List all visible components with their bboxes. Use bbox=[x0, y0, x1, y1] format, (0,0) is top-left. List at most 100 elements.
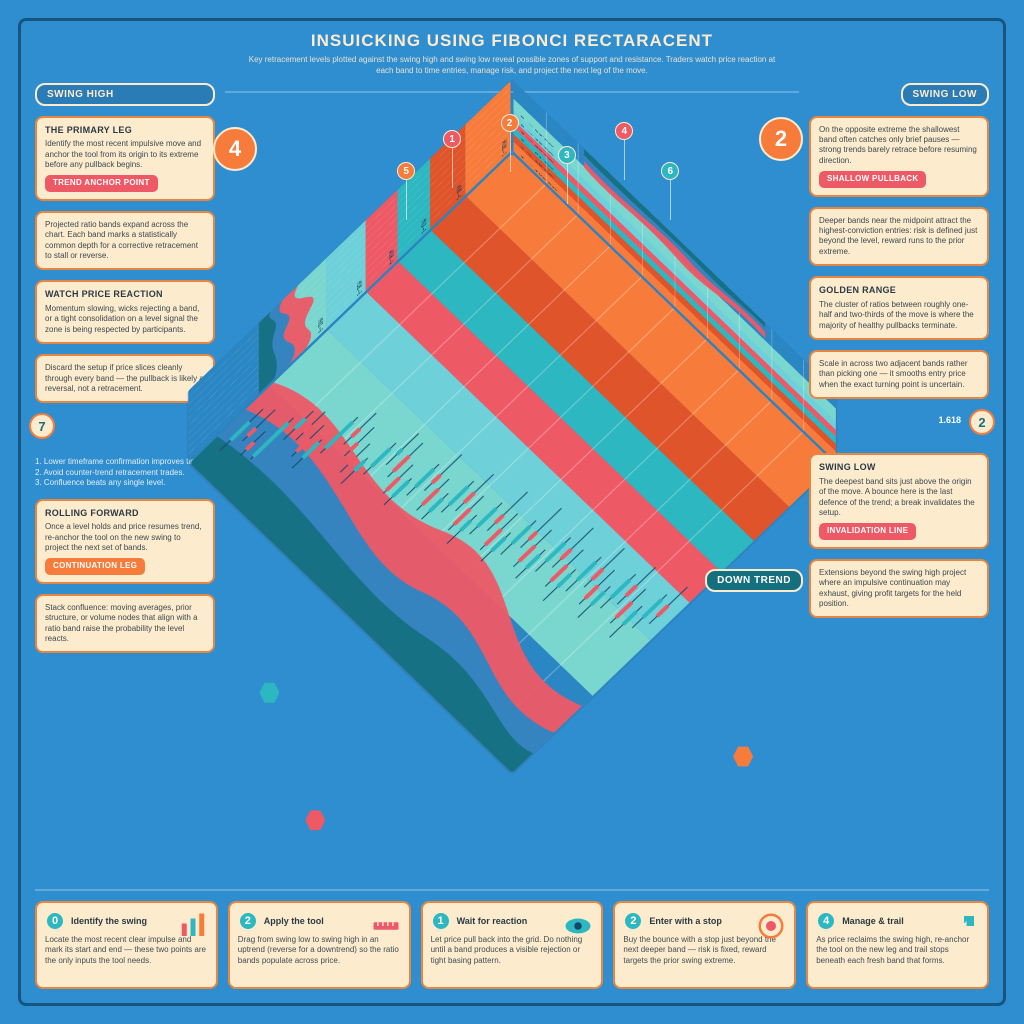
chart-pin-stem bbox=[670, 180, 671, 220]
chart-pin-stem bbox=[567, 164, 568, 204]
callout-body: Identify the most recent impulsive move … bbox=[45, 139, 205, 170]
callout-header: The primary leg bbox=[45, 125, 205, 137]
candle bbox=[488, 750, 491, 753]
callout-box: Watch price reaction Momentum slowing, wi… bbox=[35, 280, 215, 344]
swing-high-pill: SWING HIGH bbox=[35, 83, 215, 106]
candle bbox=[210, 482, 213, 485]
infographic-frame: INSUICKING USING FIBONCI RECTARACENT Key… bbox=[18, 18, 1006, 1006]
callout-header: SWING LOW bbox=[819, 462, 979, 474]
candle bbox=[320, 588, 323, 591]
candle bbox=[398, 663, 401, 666]
callout-tag: SHALLOW PULLBACK bbox=[819, 171, 926, 187]
step-title: Wait for reaction bbox=[457, 916, 528, 928]
callout-box: GOLDEN RANGE The cluster of ratios betwee… bbox=[809, 276, 989, 340]
candle bbox=[469, 732, 472, 735]
candle bbox=[391, 657, 394, 660]
callout-box: Rolling forward Once a level holds and pr… bbox=[35, 499, 215, 584]
chart-pin-stem bbox=[452, 148, 453, 188]
candle bbox=[436, 701, 439, 704]
bars-icon bbox=[178, 911, 208, 941]
left-badge-7: 7 bbox=[29, 413, 55, 439]
callout-body: Stack confluence: moving averages, prior… bbox=[45, 603, 205, 645]
candle bbox=[197, 470, 200, 473]
candle bbox=[216, 489, 219, 492]
callout-body: The cluster of ratios between roughly on… bbox=[819, 300, 979, 331]
candle bbox=[313, 582, 316, 585]
main-row: SWING HIGH The primary leg Identify the m… bbox=[35, 83, 989, 879]
candle bbox=[501, 763, 504, 766]
candle bbox=[294, 563, 297, 566]
callout-body: Extensions beyond the swing high project… bbox=[819, 568, 979, 610]
candlestick-series bbox=[190, 153, 835, 773]
candle bbox=[326, 595, 329, 598]
callout-body: Deeper bands near the midpoint attract t… bbox=[819, 216, 979, 258]
step-card: 4Manage & trailAs price reclaims the swi… bbox=[806, 901, 989, 989]
step-card: 0Identify the swingLocate the most recen… bbox=[35, 901, 218, 989]
candle bbox=[300, 570, 303, 573]
step-card: 2Enter with a stopBuy the bounce with a … bbox=[613, 901, 796, 989]
candle bbox=[385, 651, 388, 654]
candle bbox=[352, 620, 355, 623]
candle bbox=[359, 626, 362, 629]
callout-body: Discard the setup if price slices cleanl… bbox=[45, 363, 205, 394]
callout-box: Deeper bands near the midpoint attract t… bbox=[809, 207, 989, 267]
step-number: 0 bbox=[45, 911, 65, 931]
candle bbox=[203, 476, 206, 479]
candle bbox=[236, 507, 239, 510]
callout-header: GOLDEN RANGE bbox=[819, 285, 979, 297]
chart-pin-stem bbox=[510, 132, 511, 172]
chart-pin-stem bbox=[624, 140, 625, 180]
candle bbox=[423, 688, 426, 691]
candle bbox=[449, 713, 452, 716]
callout-tag: CONTINUATION LEG bbox=[45, 558, 145, 574]
candle bbox=[255, 526, 258, 529]
right-column: SWING LOW On the opposite extreme the sh… bbox=[809, 83, 989, 879]
candle bbox=[229, 501, 232, 504]
callout-tag: TREND ANCHOR POINT bbox=[45, 175, 158, 191]
callout-box: Stack confluence: moving averages, prior… bbox=[35, 594, 215, 654]
right-badge-2: 2 bbox=[969, 409, 995, 435]
callout-tag: INVALIDATION LINE bbox=[819, 523, 916, 539]
step-number: 1 bbox=[431, 911, 451, 931]
candle bbox=[482, 744, 485, 747]
callout-body: Projected ratio bands expand across the … bbox=[45, 220, 205, 262]
candle bbox=[307, 576, 310, 579]
candle bbox=[372, 638, 375, 641]
callout-body: Momentum slowing, wicks rejecting a band… bbox=[45, 304, 205, 335]
candle bbox=[333, 601, 336, 604]
candle bbox=[268, 539, 271, 542]
callout-box: Extensions beyond the swing high project… bbox=[809, 559, 989, 619]
candle bbox=[495, 757, 498, 760]
candle bbox=[475, 738, 478, 741]
callout-header: Rolling forward bbox=[45, 508, 205, 520]
callout-box: SWING LOWThe deepest band sits just abov… bbox=[809, 453, 989, 549]
candle bbox=[462, 725, 465, 728]
chart-pin-stem bbox=[406, 180, 407, 220]
step-number: 4 bbox=[816, 911, 836, 931]
target-icon bbox=[756, 911, 786, 941]
page-subtitle: Key retracement levels plotted against t… bbox=[242, 55, 782, 77]
left-column: SWING HIGH The primary leg Identify the m… bbox=[35, 83, 215, 879]
step-title: Identify the swing bbox=[71, 916, 147, 928]
callout-header: Watch price reaction bbox=[45, 289, 205, 301]
trend-pill: DOWN TREND bbox=[705, 569, 803, 592]
candle bbox=[443, 707, 446, 710]
step-number: 2 bbox=[238, 911, 258, 931]
callout-body: Once a level holds and price resumes tre… bbox=[45, 522, 205, 553]
fib-3d-cube: 1 — 100.0%2 — 78.6%3 — 61.8%4 — 50.0%5 —… bbox=[187, 151, 838, 776]
candle bbox=[242, 514, 245, 517]
candle bbox=[223, 495, 226, 498]
candle bbox=[411, 676, 414, 679]
candle bbox=[456, 719, 459, 722]
candle bbox=[287, 557, 290, 560]
candle bbox=[261, 532, 264, 535]
swing-low-pill: SWING LOW bbox=[901, 83, 990, 106]
step-title: Manage & trail bbox=[842, 916, 904, 928]
callout-box: Scale in across two adjacent bands rathe… bbox=[809, 350, 989, 399]
steps-row: 0Identify the swingLocate the most recen… bbox=[35, 889, 989, 989]
callout-box: Projected ratio bands expand across the … bbox=[35, 211, 215, 271]
callout-box: The primary leg Identify the most recent … bbox=[35, 116, 215, 201]
arrow-icon bbox=[949, 911, 979, 941]
callout-body: Scale in across two adjacent bands rathe… bbox=[819, 359, 979, 390]
eye-icon bbox=[563, 911, 593, 941]
